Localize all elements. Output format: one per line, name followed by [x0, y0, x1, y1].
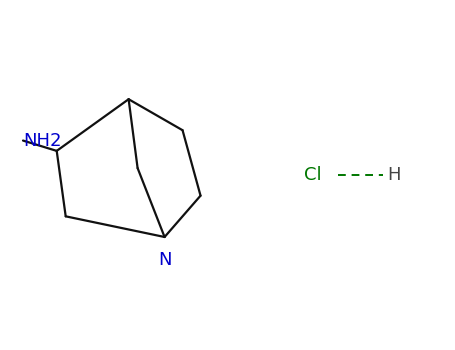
Text: N: N [158, 251, 172, 269]
Text: H: H [387, 166, 400, 184]
Text: NH2: NH2 [23, 132, 61, 149]
Text: Cl: Cl [304, 166, 322, 184]
